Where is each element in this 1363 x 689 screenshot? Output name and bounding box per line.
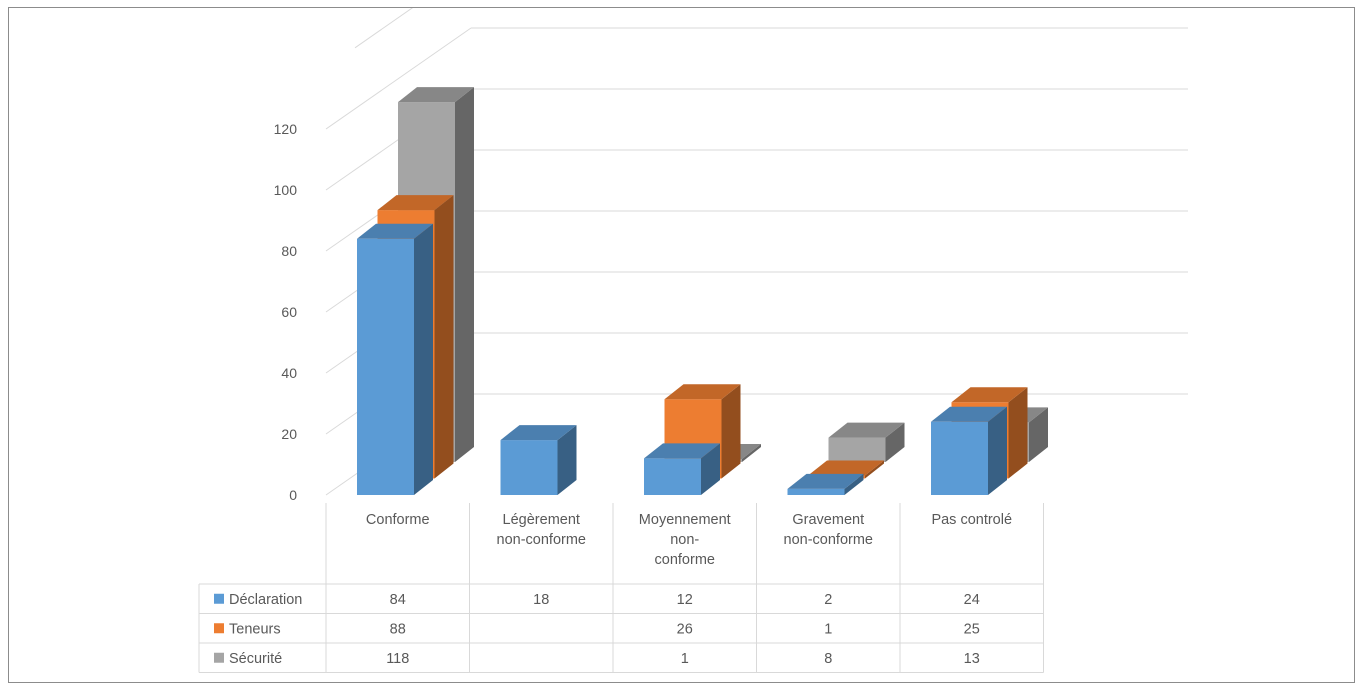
category-label-line: Légèrement [503, 512, 580, 528]
table-value: 18 [533, 592, 549, 608]
category-label-line: conforme [655, 552, 715, 568]
bar-top [951, 387, 1028, 403]
bar-side [1029, 407, 1048, 462]
gridline-diagonal [325, 27, 472, 130]
category-label-line: non-conforme [784, 532, 873, 548]
legend-key-teneurs [214, 623, 224, 634]
bar-déclaration-1 [500, 425, 577, 495]
bar-side [1008, 387, 1028, 479]
y-tick-label: 120 [274, 121, 298, 137]
table-value: 24 [964, 592, 980, 608]
legend-label: Teneurs [229, 621, 281, 637]
category-label-line: Gravement [792, 512, 864, 528]
bar-side [414, 223, 433, 496]
bar-side [721, 384, 741, 479]
bar-side [701, 443, 720, 495]
table-value: 118 [386, 651, 409, 667]
category-label-line: Moyennement [639, 512, 731, 528]
category-label-line: Pas controlé [931, 512, 1012, 528]
legend-key-déclaration [214, 593, 224, 604]
bar-top [828, 422, 905, 438]
table-value: 12 [677, 592, 693, 608]
bar-side [988, 406, 1007, 495]
table-value: 8 [824, 651, 832, 667]
bar-top [931, 406, 1007, 422]
category-label-line: non- [670, 532, 699, 548]
category-label-line: non-conforme [497, 532, 586, 548]
y-tick-label: 80 [281, 243, 297, 259]
bar-side [455, 87, 474, 462]
category-label-line: Conforme [366, 512, 430, 528]
bar-top [644, 443, 720, 459]
bar-sécurité-3 [828, 422, 905, 462]
bar-déclaration-0 [357, 223, 433, 496]
table-value: 2 [824, 592, 832, 608]
bar-side [844, 473, 864, 495]
bar-side [742, 443, 761, 462]
bar-déclaration-3 [787, 473, 864, 495]
bar-side [865, 460, 884, 479]
chart-3d-column: 0 20 40 60 80 100 120 Conforme Légèrement non-co… [198, 8, 1188, 673]
bar-front [644, 458, 701, 495]
y-tick-label: 0 [289, 487, 297, 503]
bar-top [357, 223, 433, 239]
bar-top [398, 87, 474, 103]
bar-déclaration-2 [644, 443, 720, 495]
bar-front [500, 440, 558, 495]
category-label: Pas controlé [931, 512, 1012, 528]
legend-label: Sécurité [229, 651, 282, 667]
table-value: 84 [390, 592, 406, 608]
table-value: 1 [681, 651, 689, 667]
chart-frame: 0 20 40 60 80 100 120 Conforme Légèrement non-co… [8, 7, 1355, 683]
table-value: 1 [824, 621, 832, 637]
bar-déclaration-4 [931, 406, 1007, 495]
table-value: 13 [964, 651, 980, 667]
y-tick-label: 100 [274, 182, 298, 198]
bar-front [787, 488, 845, 495]
legend-key-sécurité [214, 652, 224, 663]
y-tick-label: 40 [281, 365, 297, 381]
gridline-diagonal [354, 8, 414, 49]
category-label: Légèrement non-conforme [497, 512, 586, 548]
bar-side [557, 425, 577, 495]
bar-top [664, 384, 741, 400]
table-value: 26 [677, 621, 693, 637]
bar-top [787, 473, 864, 489]
table-value: 88 [390, 621, 406, 637]
category-label: Moyennement non-conforme [639, 512, 731, 568]
bar-front [357, 238, 414, 496]
y-tick-label: 60 [281, 304, 297, 320]
bar-front [828, 437, 886, 462]
category-label: Gravement non-conforme [784, 512, 873, 548]
bar-top [377, 195, 454, 211]
legend-label: Déclaration [229, 592, 302, 608]
table-value: 25 [964, 621, 980, 637]
bar-top [808, 460, 884, 476]
bar-front [931, 421, 988, 495]
y-tick-label: 20 [281, 426, 297, 442]
bar-side [885, 422, 905, 462]
category-label: Conforme [366, 512, 430, 528]
bar-top [500, 425, 577, 441]
bar-side [434, 195, 454, 479]
